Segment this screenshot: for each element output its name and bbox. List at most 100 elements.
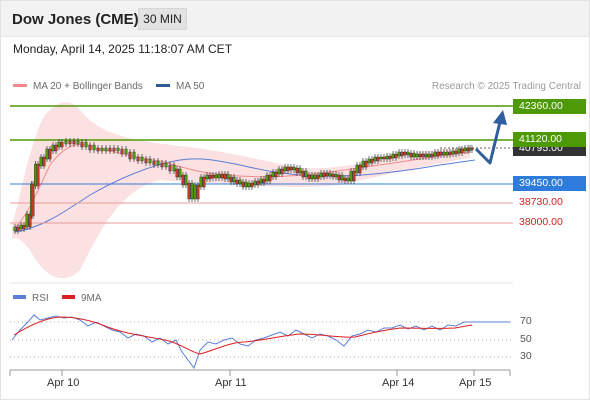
candle-body: [418, 153, 422, 158]
candle-body: [226, 173, 230, 180]
candle-body: [316, 174, 320, 180]
candle-body: [16, 226, 20, 232]
candle-body: [286, 166, 290, 172]
candle-body: [340, 174, 344, 181]
rsi-tick-50: 50: [520, 333, 532, 345]
candle-body: [68, 140, 72, 145]
candle-body: [36, 163, 40, 187]
candle-body: [199, 176, 203, 188]
candle-body: [304, 170, 308, 178]
candle-body: [42, 156, 46, 167]
candle-body: [190, 182, 194, 200]
candle-body: [232, 176, 236, 183]
candle-body: [45, 148, 49, 160]
candle-body: [220, 173, 224, 179]
candle-body: [283, 166, 287, 172]
legend-label-rsi: RSI: [32, 293, 49, 304]
candle-body: [124, 148, 128, 155]
candle-body: [229, 176, 233, 183]
legend-swatch-ma20: [13, 83, 27, 87]
candle-body: [457, 148, 461, 154]
candle-body: [460, 148, 464, 154]
timeframe-button[interactable]: 30 MIN: [138, 8, 187, 30]
candle-body: [172, 164, 176, 172]
candle-body: [175, 168, 179, 178]
legend-9ma: 9MA: [62, 293, 102, 304]
candle-body: [406, 151, 410, 156]
candle-body: [211, 174, 215, 179]
level-label-38730: 38730.00: [519, 196, 563, 208]
candle-body: [322, 172, 326, 178]
candle-body: [19, 224, 23, 230]
candle-body: [397, 151, 401, 157]
candle-body: [361, 160, 365, 168]
level-label-41120: 41120.00: [513, 132, 586, 147]
candle-body: [433, 151, 437, 157]
scenario-arrowhead: [493, 110, 507, 125]
candle-body: [346, 177, 350, 182]
candle-body: [144, 158, 148, 164]
candle-body: [370, 158, 374, 164]
candle-body: [60, 141, 64, 148]
candle-body: [277, 168, 281, 175]
rsi-ma-line: [13, 316, 473, 355]
candle-body: [391, 153, 395, 159]
candle-body: [178, 168, 182, 178]
candle-body: [470, 147, 474, 151]
legend-swatch-rsi: [13, 295, 26, 300]
candle-body: [343, 177, 347, 182]
level-label-38000: 38000.00: [519, 216, 563, 228]
candle-body: [388, 155, 392, 160]
candle-body: [92, 144, 96, 151]
candle-body: [80, 141, 84, 148]
candle-body: [331, 173, 335, 178]
candle-body: [48, 148, 52, 160]
x-label-apr10: Apr 10: [47, 377, 80, 389]
candle-body: [184, 174, 188, 186]
candle-body: [325, 172, 329, 177]
legend-ma20: MA 20 + Bollinger Bands: [13, 81, 143, 92]
candle-body: [31, 183, 35, 217]
candle-body: [454, 150, 458, 155]
candle-body: [301, 170, 305, 178]
candle-body: [96, 147, 100, 152]
candle-body: [349, 170, 353, 182]
candle-body: [379, 156, 383, 160]
candle-body: [400, 151, 404, 157]
x-label-apr14: Apr 14: [382, 377, 415, 389]
candle-body: [148, 158, 152, 164]
candle-body: [298, 167, 302, 174]
candle-body: [415, 153, 419, 158]
candle-body: [214, 174, 218, 179]
candle-body: [156, 160, 160, 166]
candle-body: [112, 147, 116, 152]
candle-body: [72, 140, 76, 145]
candle-body: [108, 147, 112, 152]
rsi-tick-30: 30: [520, 350, 532, 362]
candle-body: [64, 140, 68, 145]
candle-body: [54, 144, 58, 152]
candle-body: [25, 213, 29, 228]
candle-body: [13, 226, 17, 232]
candle-body: [319, 172, 323, 178]
instrument-title: Dow Jones (CME): [12, 11, 139, 28]
candle-body: [187, 182, 191, 200]
rsi-line: [11, 314, 510, 370]
candle-body: [364, 160, 368, 168]
candle-body: [295, 167, 299, 174]
candle-body: [412, 152, 416, 158]
level-label-39450: 39450.00: [513, 176, 586, 191]
candle-body: [241, 181, 245, 188]
candle-body: [265, 174, 269, 182]
candle-body: [439, 151, 443, 156]
candle-body: [193, 184, 197, 200]
candle-body: [136, 156, 140, 162]
legend-ma50: MA 50: [156, 81, 204, 92]
candle-body: [76, 140, 80, 145]
candle-body: [268, 174, 272, 182]
candle-body: [256, 180, 260, 186]
candle-body: [205, 174, 209, 180]
legend-label-ma50: MA 50: [176, 81, 205, 92]
ma20-line: [14, 143, 471, 229]
